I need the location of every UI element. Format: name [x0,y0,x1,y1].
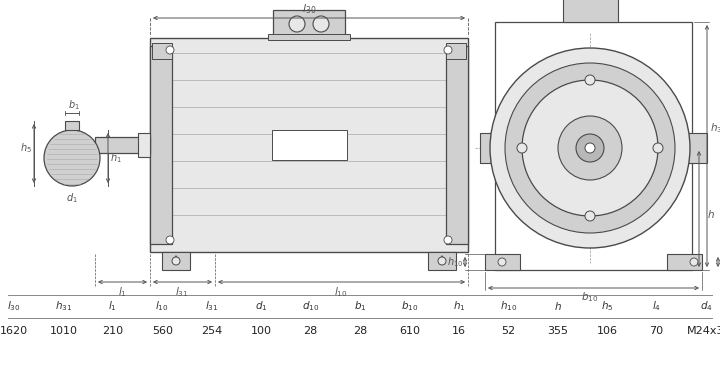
Circle shape [490,48,690,248]
Text: $d_1$: $d_1$ [66,191,78,205]
Bar [162,252,190,270]
Text: $d_4$: $d_4$ [700,299,712,313]
Text: $l_{10}$: $l_{10}$ [156,299,169,313]
Circle shape [576,134,604,162]
Circle shape [585,143,595,153]
Text: 355: 355 [547,326,568,336]
Text: $l_4$: $l_4$ [652,299,661,313]
Bar [272,130,347,160]
Text: M24x3: M24x3 [688,326,720,336]
Circle shape [498,258,506,266]
Text: 1010: 1010 [50,326,78,336]
Text: $d_{10}$: $d_{10}$ [302,299,319,313]
Text: 254: 254 [201,326,222,336]
Text: $h_5$: $h_5$ [601,299,613,313]
Circle shape [690,258,698,266]
Text: $d_1$: $d_1$ [255,299,267,313]
Text: 16: 16 [452,326,466,336]
Text: $h_{31}$: $h_{31}$ [55,299,72,313]
Bar [273,10,345,38]
Circle shape [444,236,452,244]
Circle shape [517,143,527,153]
Circle shape [166,46,174,54]
Text: 610: 610 [399,326,420,336]
Text: 106: 106 [597,326,618,336]
Text: 28: 28 [353,326,367,336]
Text: $l_{31}$: $l_{31}$ [205,299,218,313]
Circle shape [313,16,329,32]
Text: $b_1$: $b_1$ [68,98,80,112]
Circle shape [438,257,446,265]
Circle shape [558,116,622,180]
Text: $l_{31}$: $l_{31}$ [175,285,189,299]
Circle shape [585,211,595,221]
Text: $h_{10}$: $h_{10}$ [447,255,463,269]
Text: $h$: $h$ [707,208,715,220]
Circle shape [44,130,100,186]
Bar [150,46,172,244]
Circle shape [522,80,658,216]
Text: 52: 52 [501,326,516,336]
Text: 210: 210 [102,326,123,336]
Circle shape [585,75,595,85]
Text: 28: 28 [303,326,318,336]
Text: $b_{10}$: $b_{10}$ [581,290,598,304]
Bar [138,133,150,157]
Bar [268,34,350,40]
Bar [65,121,79,130]
Text: 560: 560 [152,326,173,336]
Text: $b_1$: $b_1$ [354,299,366,313]
Bar [446,43,466,59]
Text: $h_1$: $h_1$ [453,299,465,313]
Bar [495,22,692,270]
Circle shape [172,257,180,265]
Text: $h_5$: $h_5$ [20,141,32,155]
Text: $h_{10}$: $h_{10}$ [500,299,517,313]
Text: $l_1$: $l_1$ [117,285,127,299]
Text: $b_{10}$: $b_{10}$ [401,299,418,313]
Text: $l_1$: $l_1$ [109,299,117,313]
Text: $l_{10}$: $l_{10}$ [334,285,348,299]
Bar [152,43,172,59]
Bar [480,133,500,163]
Bar [446,46,468,244]
Circle shape [444,46,452,54]
Bar [428,252,456,270]
Text: $h_{31}$: $h_{31}$ [711,121,720,135]
Text: $l_{30}$: $l_{30}$ [302,2,316,16]
Circle shape [653,143,663,153]
Text: $h_1$: $h_1$ [110,151,122,165]
Circle shape [289,16,305,32]
Text: 70: 70 [649,326,664,336]
Bar [150,38,468,252]
Bar [667,254,702,270]
Bar [485,254,520,270]
Bar [687,133,707,163]
Circle shape [505,63,675,233]
Text: 1620: 1620 [0,326,28,336]
Bar [95,137,150,153]
Circle shape [166,236,174,244]
Text: $l_{30}$: $l_{30}$ [7,299,21,313]
Text: 100: 100 [251,326,271,336]
Text: $h$: $h$ [554,300,562,312]
Bar [563,0,618,22]
